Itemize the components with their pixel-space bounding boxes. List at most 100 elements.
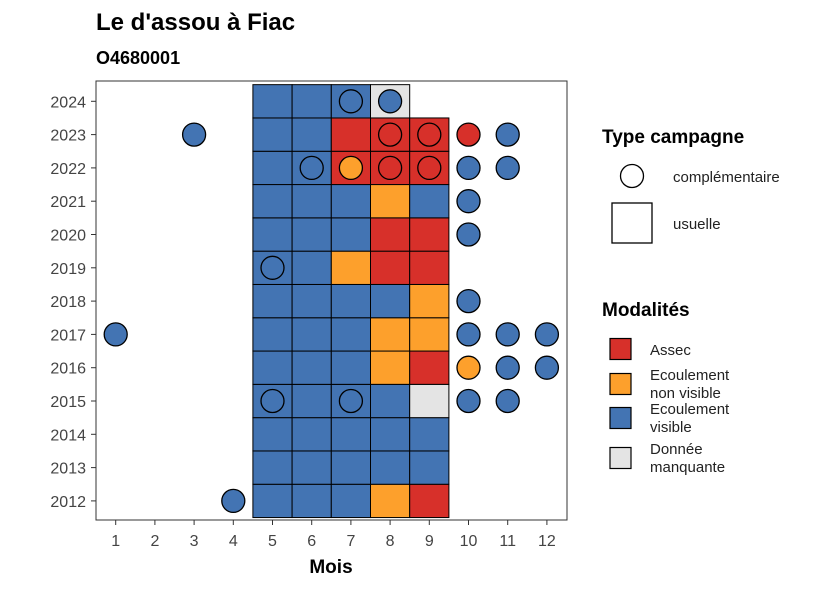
tile-2023-6 — [291, 117, 332, 152]
tile-2016-6 — [291, 350, 332, 385]
y-tick-label-2021: 2021 — [50, 194, 86, 211]
tile-2018-9 — [409, 283, 450, 319]
tile-2013-7 — [330, 450, 371, 485]
tile-2013-6 — [291, 450, 332, 485]
point-2015-5 — [260, 388, 285, 414]
tile-2021-7 — [330, 184, 371, 219]
legend-label-complementaire: complémentaire — [673, 169, 780, 186]
legend-label-ecoulement-visible: Ecoulement visible — [650, 401, 730, 436]
y-tick-label-2019: 2019 — [50, 261, 86, 278]
y-tick-label-2015: 2015 — [50, 394, 86, 411]
x-tick-label-1: 1 — [111, 533, 120, 550]
tile-2020-7 — [330, 217, 371, 252]
legend-swatch-donn-e-manquante — [609, 446, 632, 470]
tile-2017-6 — [291, 317, 332, 352]
tile-2016-7 — [330, 350, 371, 385]
point-2020-10 — [456, 222, 481, 247]
tile-2018-6 — [291, 283, 332, 319]
point-2023-3 — [181, 122, 207, 147]
legend-label-assec: Assec — [650, 342, 691, 359]
point-2017-1 — [103, 322, 128, 347]
point-2023-10 — [456, 122, 481, 147]
point-2017-11 — [495, 322, 520, 347]
y-tick-label-2017: 2017 — [50, 327, 86, 344]
y-tick-label-2013: 2013 — [50, 461, 86, 478]
tile-2023-5 — [252, 117, 293, 152]
tile-2024-5 — [252, 84, 293, 119]
tile-2016-9 — [409, 350, 450, 385]
tile-2012-7 — [330, 483, 371, 519]
point-2018-10 — [456, 288, 481, 314]
tile-2021-5 — [252, 184, 293, 219]
y-tick-label-2022: 2022 — [50, 161, 86, 178]
tile-2018-8 — [370, 283, 411, 319]
x-tick-label-9: 9 — [425, 533, 434, 550]
legend-swatch-ecoulement-visible — [609, 406, 632, 430]
tile-2019-8 — [370, 250, 411, 285]
legend-type-campagne: Type campagne complémentaire usuelle — [602, 127, 780, 244]
tile-2012-9 — [409, 483, 450, 519]
tile-2017-8 — [370, 317, 411, 352]
tile-2024-6 — [291, 84, 332, 119]
tile-2021-8 — [370, 184, 411, 219]
tile-2021-6 — [291, 184, 332, 219]
point-2015-7 — [338, 388, 364, 414]
y-tick-label-2018: 2018 — [50, 294, 86, 311]
legend-swatch-assec — [609, 337, 632, 361]
point-2022-9 — [417, 155, 442, 181]
tile-2016-8 — [370, 350, 411, 385]
tile-2017-7 — [330, 317, 371, 352]
chart-title: Le d'assou à Fiac — [96, 9, 295, 36]
tile-2021-9 — [409, 184, 450, 219]
point-2023-9 — [417, 122, 442, 147]
point-2019-5 — [260, 255, 285, 280]
tile-2013-8 — [370, 450, 411, 485]
tile-2014-9 — [409, 417, 450, 452]
tile-2018-7 — [330, 283, 371, 319]
tile-2018-5 — [252, 283, 293, 319]
point-2024-8 — [377, 89, 403, 114]
tile-2015-8 — [370, 383, 411, 419]
complementaire-points — [103, 89, 560, 514]
x-tick-label-4: 4 — [229, 533, 238, 550]
legend-label-donn-e-manquante: Donnée manquante — [650, 441, 725, 476]
tile-2012-6 — [291, 483, 332, 519]
x-tick-label-10: 10 — [460, 533, 478, 550]
point-2022-8 — [377, 155, 403, 181]
x-tick-label-8: 8 — [386, 533, 395, 550]
y-tick-label-2020: 2020 — [50, 228, 86, 245]
tile-2012-8 — [370, 483, 411, 519]
tile-2013-9 — [409, 450, 450, 485]
legend-swatch-ecoulement-non-visible — [609, 372, 632, 396]
x-tick-label-11: 11 — [499, 533, 516, 550]
y-tick-label-2012: 2012 — [50, 494, 86, 511]
x-tick-label-3: 3 — [190, 533, 199, 550]
y-tick-label-2024: 2024 — [50, 94, 86, 111]
legend-label-usuelle: usuelle — [673, 216, 721, 233]
tile-2016-5 — [252, 350, 293, 385]
tile-2017-9 — [409, 317, 450, 352]
usuelle-tiles — [252, 84, 450, 519]
y-tick-label-2014: 2014 — [50, 427, 86, 444]
tile-2014-5 — [252, 417, 293, 452]
x-tick-label-2: 2 — [150, 533, 159, 550]
point-2016-12 — [534, 355, 560, 380]
tile-2020-6 — [291, 217, 332, 252]
tile-2019-7 — [330, 250, 371, 285]
tile-2014-6 — [291, 417, 332, 452]
tile-2012-5 — [252, 483, 293, 519]
legend-label-ecoulement-non-visible: Ecoulement non visible — [650, 367, 730, 402]
point-2012-4 — [221, 488, 246, 514]
tile-2015-6 — [291, 383, 332, 419]
y-tick-label-2023: 2023 — [50, 128, 86, 145]
point-2016-10 — [456, 355, 481, 380]
tile-2023-7 — [330, 117, 371, 152]
tile-2014-8 — [370, 417, 411, 452]
point-2023-11 — [495, 122, 520, 147]
tile-2019-9 — [409, 250, 450, 285]
x-tick-label-7: 7 — [346, 533, 355, 550]
tile-2019-6 — [291, 250, 332, 285]
x-axis: 1 2 3 4 5 6 7 8 9 10 11 12 — [111, 520, 556, 550]
point-2022-10 — [456, 155, 481, 181]
